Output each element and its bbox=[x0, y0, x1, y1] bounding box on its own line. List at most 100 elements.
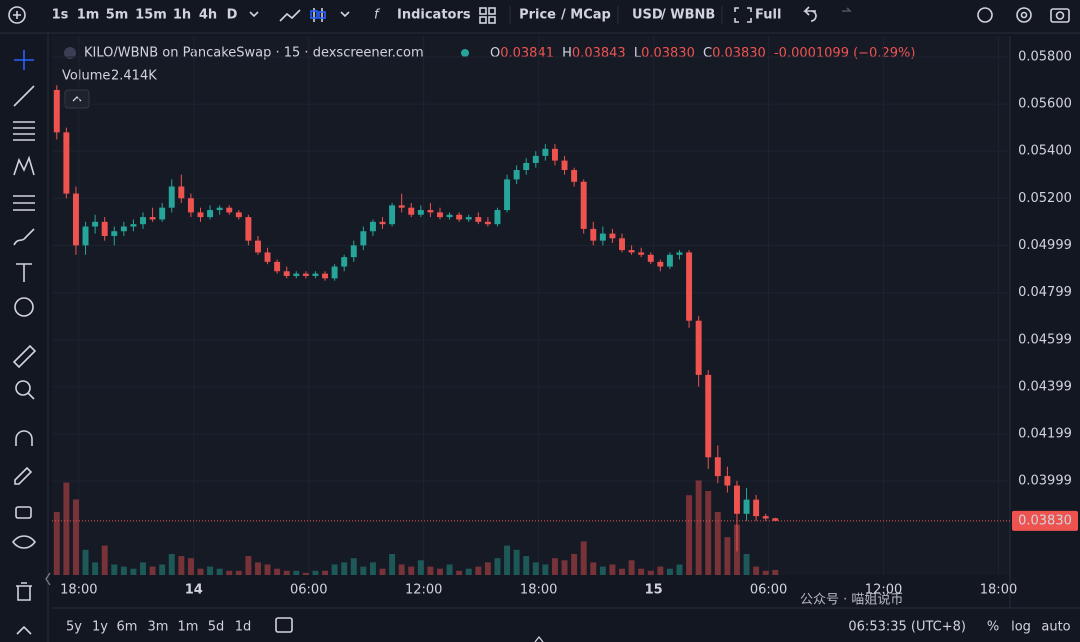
settings-icon[interactable] bbox=[1016, 7, 1032, 23]
interval-button[interactable]: 5m bbox=[106, 8, 129, 23]
plot bbox=[52, 36, 1010, 575]
range-button[interactable]: 6m bbox=[117, 620, 138, 635]
layout-icon bbox=[488, 7, 496, 15]
range-button[interactable]: 1d bbox=[235, 620, 252, 635]
volume-bar bbox=[456, 570, 463, 575]
volume-bar bbox=[140, 562, 146, 575]
redo-icon[interactable] bbox=[842, 7, 852, 12]
interval-button[interactable]: 1s bbox=[52, 8, 69, 23]
volume-bar bbox=[609, 564, 616, 575]
undo-icon[interactable] bbox=[803, 6, 817, 22]
volume-bar bbox=[274, 568, 281, 575]
line-chart-icon[interactable] bbox=[279, 9, 301, 22]
ruler-icon[interactable] bbox=[12, 344, 37, 369]
interval-button[interactable]: 1h bbox=[173, 8, 191, 23]
token-icon bbox=[64, 47, 76, 59]
candle-body bbox=[456, 214, 463, 220]
crosshair-icon[interactable] bbox=[14, 50, 34, 70]
projection-icon[interactable] bbox=[13, 195, 35, 211]
alert-icon[interactable] bbox=[977, 7, 993, 23]
candle-body bbox=[216, 207, 223, 211]
wbnb-toggle[interactable]: / WBNB bbox=[661, 8, 715, 23]
volume-bar bbox=[762, 570, 769, 575]
text-icon[interactable] bbox=[16, 263, 32, 282]
layers-icon[interactable] bbox=[16, 625, 32, 635]
candle-icon-body bbox=[318, 11, 326, 19]
log-toggle[interactable]: log bbox=[1011, 620, 1031, 635]
pattern-icon[interactable] bbox=[13, 155, 35, 176]
collapse-button[interactable] bbox=[64, 89, 90, 109]
volume-bar bbox=[561, 560, 568, 575]
volume-bar bbox=[666, 568, 673, 575]
range-button[interactable]: 1y bbox=[92, 620, 108, 635]
candle-body bbox=[408, 207, 415, 215]
collapse-icon[interactable] bbox=[45, 572, 51, 586]
volume-bar bbox=[580, 541, 587, 575]
volume-value: 2.414K bbox=[111, 69, 157, 84]
volume-bar bbox=[389, 554, 396, 575]
interval-button[interactable]: 4h bbox=[199, 8, 217, 23]
candle-body bbox=[561, 160, 568, 171]
x-tick-label: 06:00 bbox=[750, 583, 787, 598]
candle-body bbox=[187, 198, 194, 213]
indicators-button[interactable]: Indicators bbox=[397, 8, 471, 23]
add-icon[interactable] bbox=[8, 6, 26, 24]
zoom-handle bbox=[27, 392, 35, 400]
interval-button[interactable]: 1m bbox=[77, 8, 100, 23]
fib-icon[interactable] bbox=[13, 121, 35, 141]
emoji-icon[interactable] bbox=[14, 297, 34, 317]
volume-bar bbox=[686, 495, 693, 575]
candle-body bbox=[283, 271, 290, 276]
ohlc-key: O bbox=[490, 46, 500, 61]
auto-toggle[interactable]: auto bbox=[1041, 620, 1070, 635]
candle-body bbox=[542, 148, 549, 156]
snapshot-icon[interactable] bbox=[1050, 8, 1070, 23]
trash-icon[interactable] bbox=[16, 582, 32, 601]
layout-icon[interactable] bbox=[479, 7, 487, 15]
price-toggle[interactable]: Price bbox=[519, 8, 556, 23]
range-button[interactable]: 1m bbox=[178, 620, 199, 635]
volume-bar bbox=[283, 570, 290, 575]
interval-button[interactable]: D bbox=[227, 8, 238, 23]
date-range-icon[interactable] bbox=[275, 617, 293, 633]
scroll-arrow[interactable] bbox=[534, 635, 544, 642]
volume-bar bbox=[513, 549, 520, 575]
candle-body bbox=[734, 485, 740, 514]
fullscreen-icon[interactable] bbox=[734, 7, 752, 23]
interval-button[interactable]: 15m bbox=[135, 8, 167, 23]
x-tick-label: 12:00 bbox=[405, 583, 442, 598]
range-button[interactable]: 3m bbox=[148, 620, 169, 635]
trendline-icon[interactable] bbox=[13, 85, 35, 107]
usd-toggle[interactable]: USD bbox=[632, 8, 663, 23]
volume-bar bbox=[293, 570, 300, 575]
mcap-toggle[interactable]: / MCap bbox=[561, 8, 611, 23]
eye-icon[interactable] bbox=[11, 535, 37, 549]
zoom-icon[interactable] bbox=[15, 380, 31, 396]
range-button[interactable]: 5d bbox=[208, 620, 225, 635]
lock-icon[interactable] bbox=[15, 506, 32, 519]
lock-draw-icon[interactable] bbox=[14, 466, 33, 485]
volume-bar bbox=[647, 570, 654, 575]
chevron[interactable] bbox=[249, 11, 259, 18]
candle-body bbox=[63, 132, 70, 194]
full-button[interactable]: Full bbox=[755, 8, 781, 23]
candle-body bbox=[475, 217, 482, 222]
magnet-icon[interactable] bbox=[15, 430, 33, 446]
volume-bar bbox=[628, 560, 635, 575]
y-tick-label: 0.04599 bbox=[1018, 332, 1072, 347]
volume-bar bbox=[159, 564, 166, 575]
ohlc-value: 0.03841 bbox=[500, 46, 554, 61]
last-price-label: 0.03830 bbox=[1018, 513, 1072, 528]
candle-body bbox=[168, 186, 175, 208]
candle-body bbox=[350, 245, 357, 258]
brush-icon[interactable] bbox=[13, 228, 35, 246]
fx-icon[interactable]: f bbox=[374, 8, 381, 23]
percent-toggle[interactable]: % bbox=[987, 620, 999, 635]
candle-body bbox=[379, 221, 386, 225]
candle-body bbox=[398, 205, 405, 208]
volume-bar bbox=[705, 491, 712, 575]
range-button[interactable]: 5y bbox=[66, 620, 82, 635]
volume-bar bbox=[551, 558, 558, 575]
candle-body bbox=[523, 162, 530, 171]
chevron[interactable] bbox=[340, 11, 350, 18]
